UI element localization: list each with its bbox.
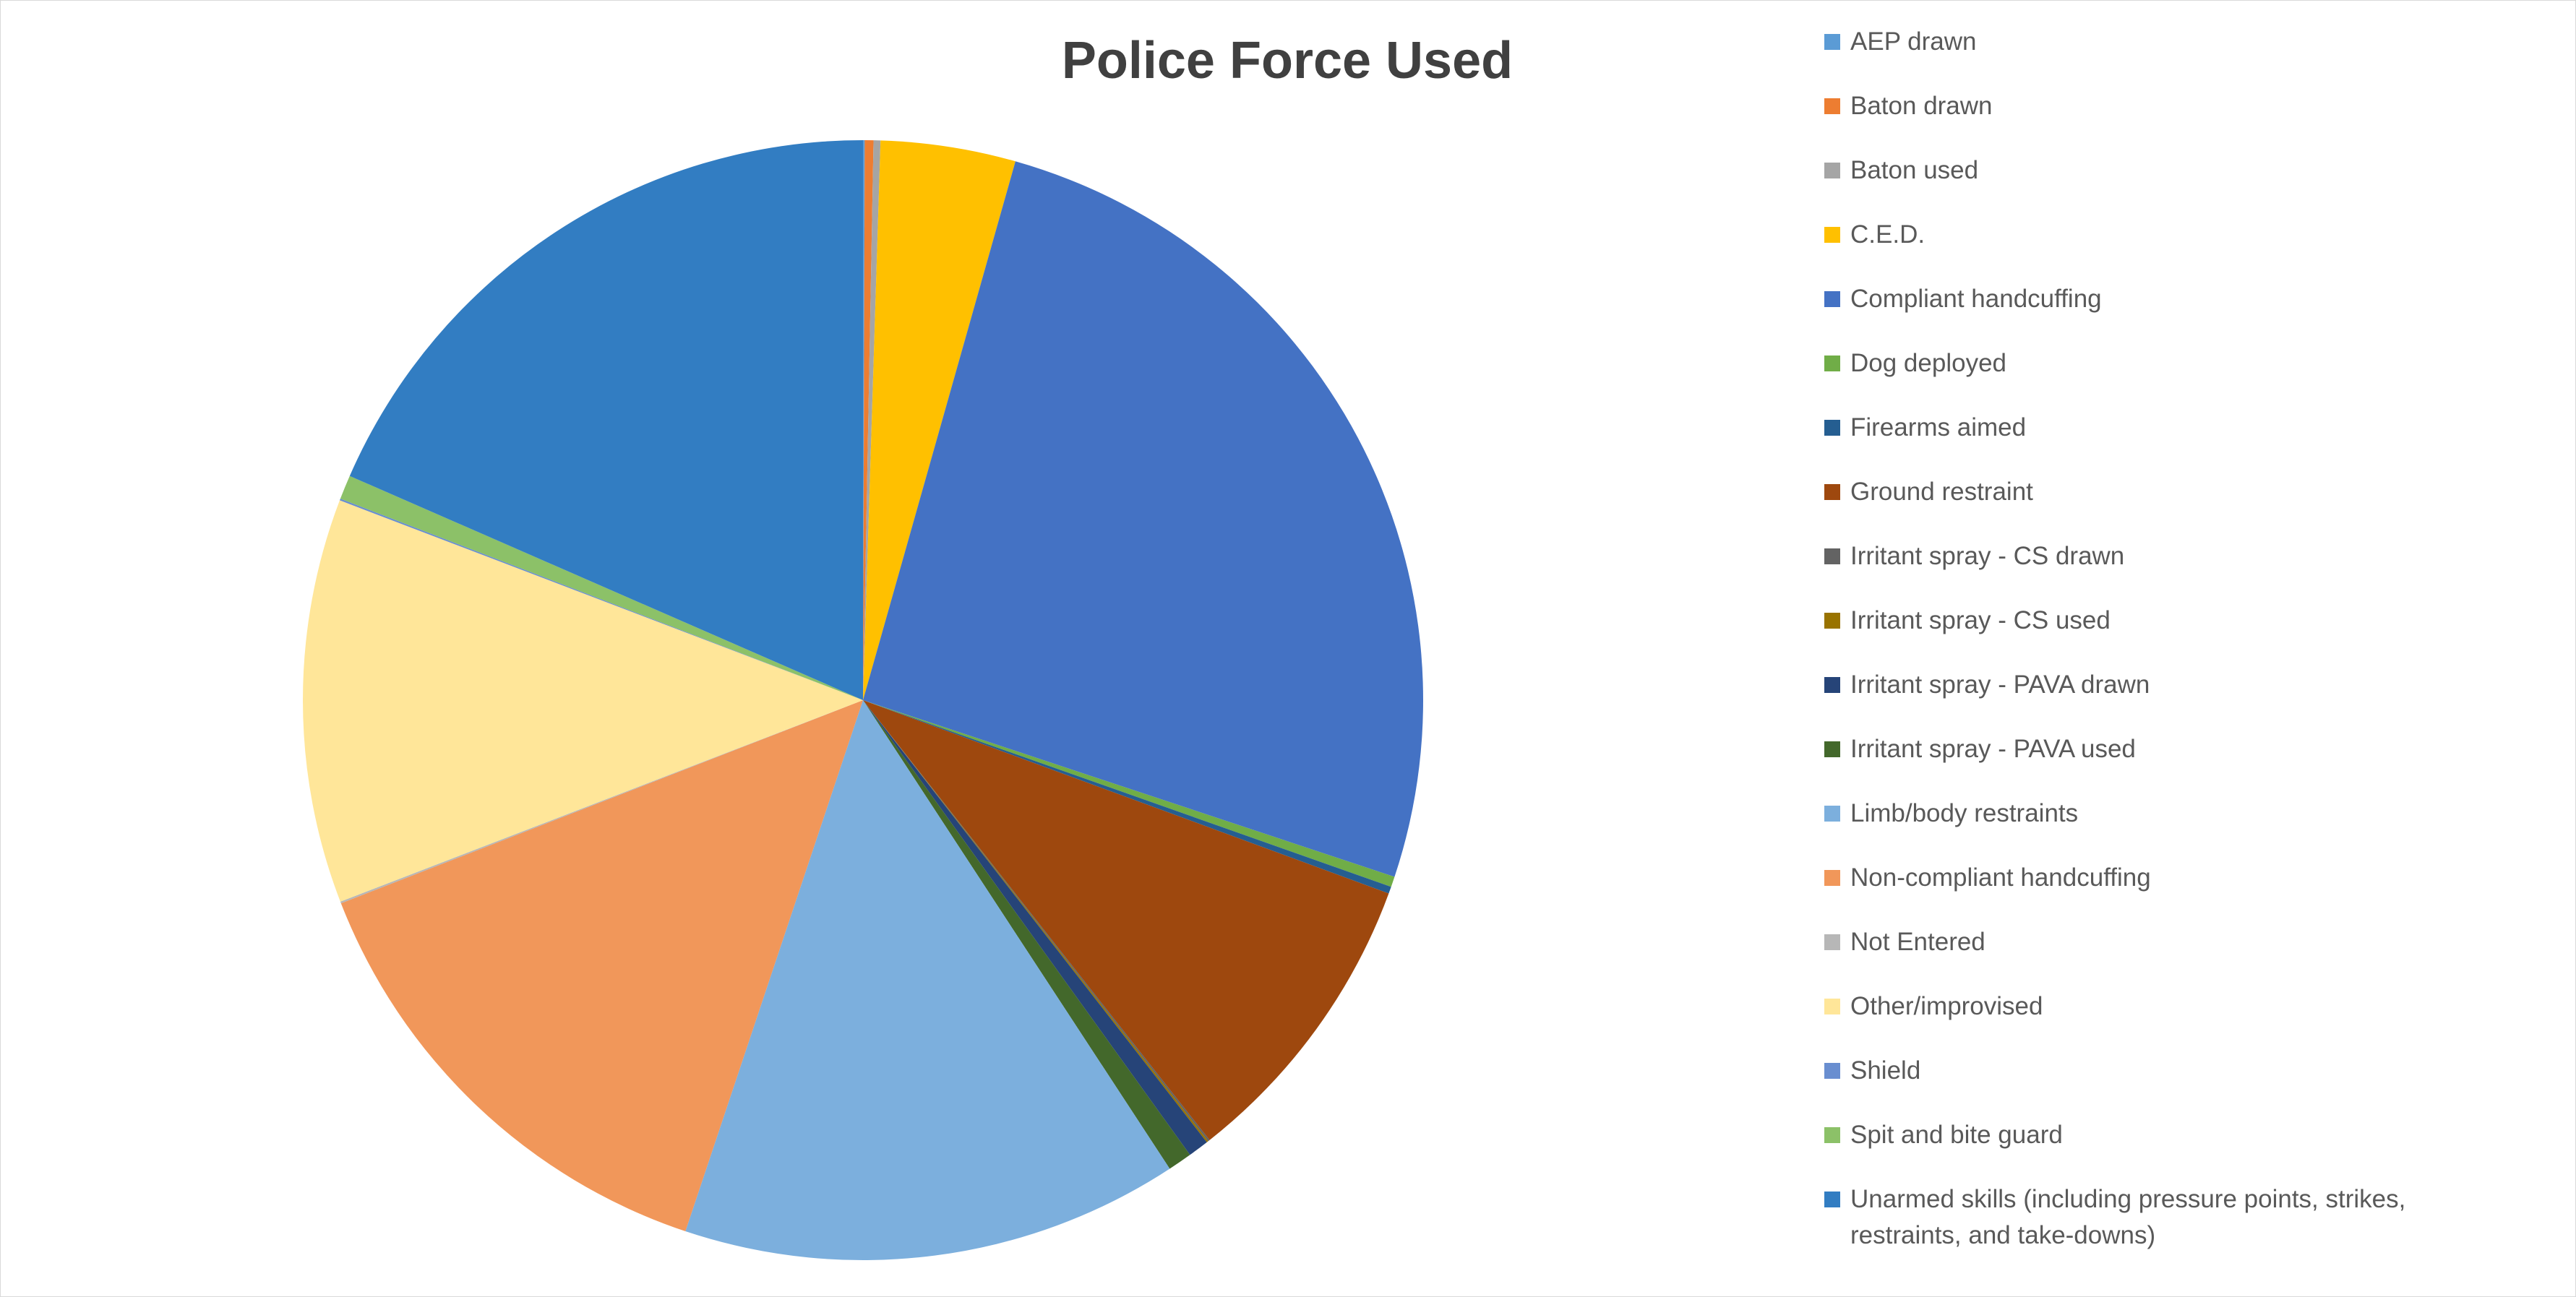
legend-entry: Baton drawn [1824, 88, 2472, 124]
legend-label: Irritant spray - PAVA drawn [1850, 671, 2150, 699]
legend-swatch [1824, 291, 1840, 307]
legend-entry: Firearms aimed [1824, 410, 2472, 446]
pie-slice [340, 700, 863, 904]
legend-entry: Dog deployed [1824, 345, 2472, 382]
pie-slice [863, 700, 1190, 1169]
legend-entry: C.E.D. [1824, 217, 2472, 253]
legend-entry: Limb/body restraints [1824, 796, 2472, 832]
legend-swatch [1824, 999, 1840, 1014]
legend-label: Shield [1850, 1056, 1921, 1085]
legend-entry: Irritant spray - CS used [1824, 603, 2472, 639]
pie-slice [349, 140, 863, 700]
legend-entry: Non-compliant handcuffing [1824, 860, 2472, 896]
legend-label: Baton drawn [1850, 92, 1993, 120]
legend-swatch [1824, 934, 1840, 950]
legend-label: Dog deployed [1850, 349, 2006, 377]
legend-swatch [1824, 484, 1840, 500]
legend-swatch [1824, 227, 1840, 243]
legend-label: Ground restraint [1850, 478, 2033, 506]
legend-label: Spit and bite guard [1850, 1121, 2063, 1149]
legend-entry: Compliant handcuffing [1824, 281, 2472, 317]
legend-swatch [1824, 34, 1840, 50]
pie-slice [863, 140, 874, 701]
legend-label: Firearms aimed [1850, 413, 2027, 441]
legend-label: Unarmed skills (including pressure point… [1850, 1185, 2406, 1249]
legend-entry: Irritant spray - CS drawn [1824, 538, 2472, 574]
chart-title: Police Force Used [1062, 32, 1513, 90]
legend-label: Compliant handcuffing [1850, 285, 2102, 313]
legend-swatch [1824, 1192, 1840, 1207]
pie-slice [863, 700, 1208, 1142]
legend-swatch [1824, 677, 1840, 693]
pie-slice [863, 700, 1210, 1142]
legend-swatch [1824, 1127, 1840, 1143]
legend-entry: Other/improvised [1824, 988, 2472, 1025]
legend-entry: Spit and bite guard [1824, 1117, 2472, 1153]
legend-swatch [1824, 870, 1840, 886]
legend-swatch [1824, 1063, 1840, 1079]
legend-entry: Not Entered [1824, 924, 2472, 960]
legend-swatch [1824, 98, 1840, 114]
legend-swatch [1824, 548, 1840, 564]
legend-label: Not Entered [1850, 928, 1985, 956]
legend-label: C.E.D. [1850, 220, 1925, 249]
pie-slice [863, 140, 1016, 700]
legend-label: Irritant spray - PAVA used [1850, 735, 2136, 763]
legend-swatch [1824, 741, 1840, 757]
legend-swatch [1824, 806, 1840, 822]
pie-slice [303, 500, 864, 902]
legend-label: Limb/body restraints [1850, 799, 2079, 827]
legend-entry: Baton used [1824, 152, 2472, 189]
legend-entry: AEP drawn [1824, 24, 2472, 60]
legend-swatch [1824, 356, 1840, 371]
legend-entry: Irritant spray - PAVA used [1824, 731, 2472, 767]
legend-swatch [1824, 613, 1840, 629]
legend-entry: Unarmed skills (including pressure point… [1824, 1181, 2472, 1254]
pie-slice [863, 161, 1423, 877]
pie-slice [863, 700, 1391, 894]
pie-slice [863, 700, 1389, 1140]
legend-label: AEP drawn [1850, 27, 1977, 56]
pie-slice [340, 499, 863, 700]
legend-label: Irritant spray - CS drawn [1850, 542, 2125, 570]
pie-slice [863, 140, 865, 700]
pie-slice [863, 700, 1395, 887]
pie-slice [863, 140, 881, 701]
pie-slice [863, 700, 1207, 1155]
pie-slice [340, 700, 864, 1232]
legend-label: Baton used [1850, 156, 1979, 184]
legend-swatch [1824, 420, 1840, 436]
legend-entry: Shield [1824, 1053, 2472, 1089]
pie-slice [685, 700, 1170, 1261]
legend-entry: Irritant spray - PAVA drawn [1824, 667, 2472, 703]
legend-label: Irritant spray - CS used [1850, 606, 2111, 634]
legend-label: Other/improvised [1850, 992, 2043, 1020]
legend-label: Non-compliant handcuffing [1850, 863, 2151, 892]
legend-swatch [1824, 163, 1840, 178]
legend-entry: Ground restraint [1824, 474, 2472, 510]
pie-slice [340, 475, 863, 700]
